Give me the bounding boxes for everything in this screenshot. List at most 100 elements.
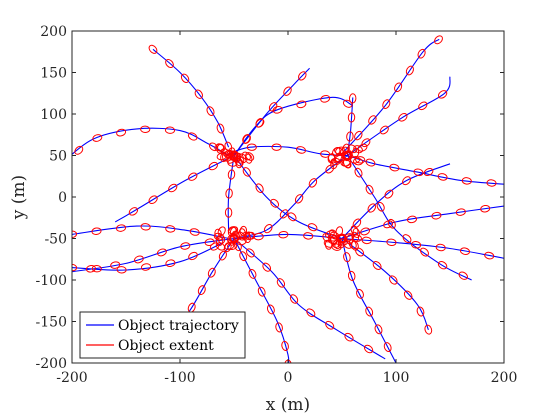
cluster-extent-ellipse [323,239,334,248]
extent-ellipse [224,207,233,218]
extent-ellipse [398,113,408,122]
extent-ellipse [383,220,394,229]
extent-ellipse [296,100,307,109]
extent-ellipse [386,238,397,247]
cluster-extent-ellipse [245,231,255,241]
extent-ellipse [128,207,139,216]
extent-ellipse [140,223,151,231]
extent-ellipse [246,143,257,151]
extent-ellipse [148,44,158,54]
extent-ellipse [218,250,227,261]
extent-ellipse [458,271,469,280]
extent-ellipse [165,225,176,233]
extent-ellipse [278,230,289,239]
cluster-extent-ellipse [337,238,346,249]
cluster-extent-ellipse [227,147,236,158]
extent-ellipse [365,306,374,317]
extent-ellipse [246,248,255,258]
cluster-extent-ellipse [351,231,360,242]
extent-ellipse [187,132,198,141]
extent-ellipse [194,89,203,99]
x-tick-label: 200 [491,370,518,386]
extent-ellipse [384,189,394,199]
extent-layer [72,35,497,363]
y-tick-label: 150 [40,66,67,82]
extent-ellipse [216,123,225,134]
extent-ellipse [156,248,167,257]
extent-ellipse [248,268,257,279]
extent-ellipse [461,177,472,185]
extent-ellipse [306,308,316,318]
trajectory-line-14 [233,238,386,360]
extent-ellipse [116,266,127,274]
legend-extent-label: Object extent [118,338,214,354]
extent-ellipse [204,238,215,246]
extent-ellipse [343,252,351,263]
cluster-extent-ellipse [245,231,255,240]
cluster-extent-ellipse [215,143,225,153]
extent-ellipse [402,176,411,186]
extent-ellipse [354,130,363,141]
cluster-extent-ellipse [352,227,361,239]
extent-ellipse [275,322,283,333]
cluster-extent-ellipse [355,156,366,164]
cluster-extent-ellipse [353,145,363,154]
extent-ellipse [239,251,248,262]
extent-ellipse [394,82,403,93]
extent-ellipse [402,234,412,244]
extent-ellipse [486,179,497,187]
y-tick-label: -50 [44,232,67,248]
cluster-extent-ellipse [215,235,224,246]
x-tick-label: -200 [56,370,87,386]
extent-ellipse [91,227,102,235]
cluster-extent-ellipse [342,158,352,169]
extent-ellipse [355,247,365,257]
extent-ellipse [140,125,151,134]
extent-ellipse [320,94,331,103]
extent-ellipse [115,224,127,232]
extent-ellipse [72,230,78,239]
extent-ellipse [180,73,190,84]
trajectory-line-21 [114,155,235,223]
cluster-extent-ellipse [351,240,359,251]
y-tick-label: 200 [40,24,67,40]
extent-ellipse [405,65,414,76]
extent-ellipse [133,255,144,264]
extent-ellipse [387,218,396,229]
cluster-extent-ellipse [322,233,332,243]
extent-ellipse [325,164,335,174]
extent-ellipse [268,102,278,112]
extent-ellipse [227,169,236,180]
cluster-extent-ellipse [346,234,354,245]
cluster-extent-ellipse [229,152,239,161]
y-tick-label: -100 [36,273,67,289]
extent-ellipse [363,344,374,354]
extent-ellipse [197,285,206,295]
trajectory-line-17 [341,238,429,331]
extent-ellipse [263,224,273,234]
extent-ellipse [140,263,152,271]
extent-ellipse [148,195,158,204]
extent-ellipse [420,247,429,257]
extent-ellipse [374,324,383,335]
extent-ellipse [389,163,400,172]
extent-ellipse [348,93,357,104]
extent-ellipse [242,167,251,177]
extent-ellipse [416,306,425,317]
y-tick-label: -200 [36,356,67,372]
extent-ellipse [424,324,433,335]
extent-ellipse [165,259,176,267]
cluster-extent-ellipse [241,151,251,161]
extent-ellipse [242,134,251,144]
extent-ellipse [279,209,289,219]
axes-background [72,31,504,363]
extent-ellipse [325,320,335,330]
cluster-extent-ellipse [227,226,237,237]
y-tick-label: -150 [36,315,67,331]
extent-ellipse [431,211,442,220]
extent-ellipse [344,332,354,342]
cluster-extent-ellipse [331,147,341,157]
cluster-extent-ellipse [214,228,222,239]
trajectory-line-7 [341,237,504,259]
